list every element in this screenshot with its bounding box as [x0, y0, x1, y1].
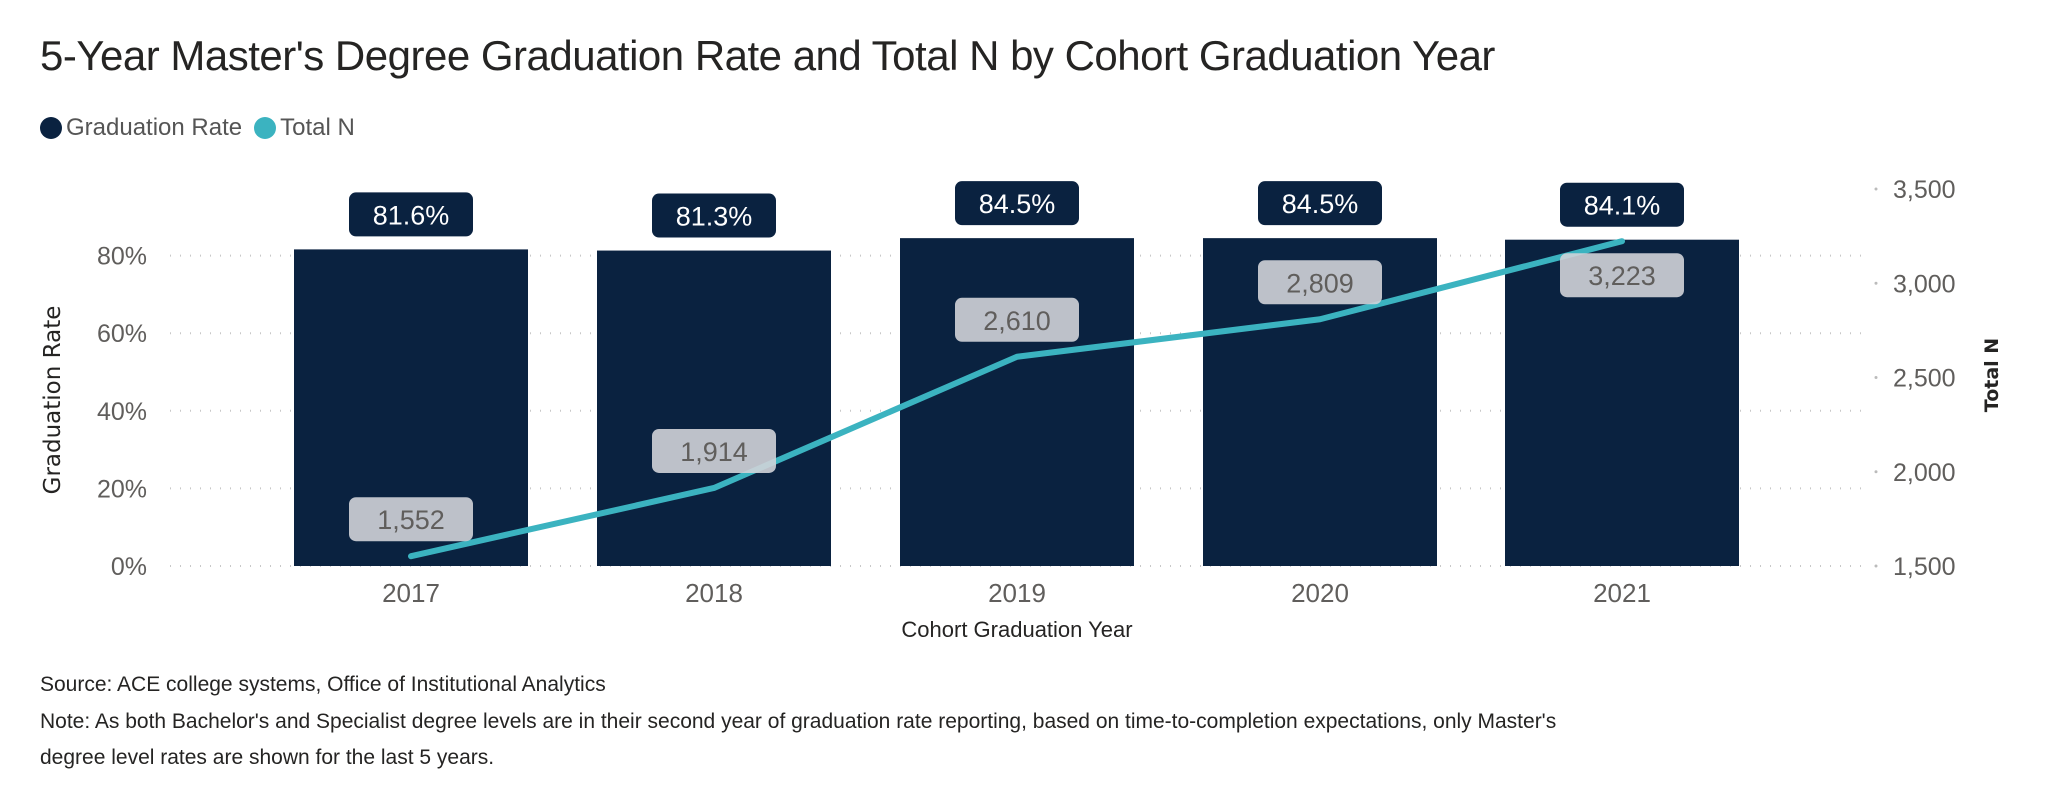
chart-title: 5-Year Master's Degree Graduation Rate a… — [40, 32, 1495, 79]
y-tick-label: 80% — [97, 243, 147, 271]
y-tick-label: 0% — [111, 553, 147, 581]
legend: Graduation Rate Total N — [40, 114, 361, 142]
x-axis-title: Cohort Graduation Year — [901, 617, 1132, 642]
line-data-label: 2,610 — [983, 306, 1051, 336]
bar-label-box — [955, 181, 1079, 226]
line-label-box — [1258, 260, 1382, 305]
legend-item-total-n[interactable]: Total N — [254, 114, 355, 142]
bar-label-box — [349, 192, 473, 237]
legend-label: Total N — [280, 114, 355, 141]
y2-tick-label: 3,000 — [1893, 270, 1956, 298]
bar-data-label: 81.3% — [676, 202, 753, 232]
y-axis-title: Graduation Rate — [40, 306, 66, 495]
x-tick-label: 2021 — [1593, 578, 1651, 608]
legend-dot-icon — [254, 117, 277, 139]
legend-dot-icon — [40, 117, 62, 139]
y2-tick-mark — [1874, 470, 1878, 474]
y2-tick-mark — [1874, 376, 1878, 379]
x-tick-label: 2019 — [988, 578, 1046, 608]
y2-tick-label: 3,500 — [1893, 176, 1956, 204]
line-label-box — [652, 428, 776, 473]
line-label-box — [955, 297, 1079, 342]
y2-tick-mark — [1874, 564, 1878, 568]
x-tick-label: 2018 — [685, 578, 743, 608]
source-note: Source: ACE college systems, Office of I… — [40, 673, 606, 696]
bar-data-label: 81.6% — [373, 200, 450, 230]
bar-label-box — [652, 193, 776, 238]
y-tick-label: 40% — [97, 398, 147, 426]
footnote-line2: degree level rates are shown for the las… — [40, 746, 495, 769]
y2-tick-label: 2,000 — [1893, 459, 1956, 487]
x-tick-label: 2020 — [1291, 578, 1349, 608]
y-tick-label: 60% — [97, 320, 147, 348]
line-label-box — [349, 497, 473, 542]
y2-tick-label: 2,500 — [1893, 365, 1956, 393]
y2-tick-label: 1,500 — [1893, 553, 1956, 581]
line-data-label: 3,223 — [1588, 261, 1656, 291]
line-data-label: 1,914 — [680, 437, 748, 467]
line-data-label: 1,552 — [377, 505, 445, 535]
y2-axis-title: Total N — [1981, 338, 2003, 412]
bar-2018 — [597, 250, 831, 566]
footnote-line1: Note: As both Bachelor's and Specialist … — [40, 710, 1557, 733]
x-tick-label: 2017 — [382, 578, 440, 608]
y-tick-label: 20% — [97, 475, 147, 503]
legend-label: Graduation Rate — [66, 114, 243, 141]
y2-tick-mark — [1874, 281, 1878, 285]
bar-2019 — [900, 238, 1134, 566]
bar-data-label: 84.5% — [1282, 189, 1359, 219]
line-data-label: 2,809 — [1286, 268, 1354, 298]
bar-data-label: 84.5% — [979, 189, 1056, 219]
bar-data-label: 84.1% — [1584, 191, 1661, 221]
bar-label-box — [1560, 182, 1684, 227]
bar-label-box — [1258, 181, 1382, 226]
y2-tick-mark — [1874, 187, 1878, 191]
legend-item-graduation-rate[interactable]: Graduation Rate — [40, 114, 242, 142]
line-label-box — [1560, 253, 1684, 298]
